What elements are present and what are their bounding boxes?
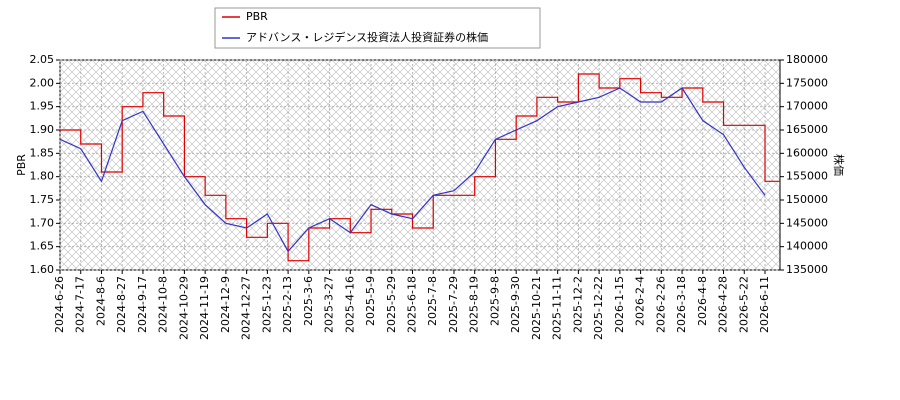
x-tick-label: 2024-8-6	[94, 276, 107, 326]
x-tick-label: 2025-11-11	[551, 276, 564, 340]
x-tick-label: 2024-10-8	[157, 276, 170, 333]
x-tick-label: 2025-10-21	[530, 276, 543, 340]
y2-tick-label: 165000	[786, 123, 828, 136]
x-tick-label: 2025-7-29	[447, 276, 460, 333]
x-tick-label: 2025-6-18	[406, 276, 419, 333]
y-tick-label: 1.70	[30, 216, 55, 229]
x-tick-label: 2024-11-19	[198, 276, 211, 340]
x-tick-label: 2025-5-9	[364, 276, 377, 326]
x-tick-label: 2024-9-17	[136, 276, 149, 333]
y2-tick-label: 140000	[786, 240, 828, 253]
y2-axis-label: 株価	[832, 154, 846, 176]
legend-label: PBR	[246, 10, 268, 23]
x-tick-label: 2024-12-27	[240, 276, 253, 340]
x-tick-label: 2024-10-29	[177, 276, 190, 340]
y-tick-label: 1.85	[30, 146, 55, 159]
x-tick-label: 2024-6-26	[53, 276, 66, 333]
x-tick-label: 2025-3-6	[302, 276, 315, 326]
x-tick-label: 2025-3-27	[323, 276, 336, 333]
y-tick-label: 1.90	[30, 123, 55, 136]
x-tick-label: 2025-9-8	[488, 276, 501, 326]
y2-tick-label: 170000	[786, 100, 828, 113]
x-tick-label: 2024-7-17	[74, 276, 87, 333]
y-tick-label: 1.95	[30, 100, 55, 113]
y-axis-label: PBR	[15, 154, 28, 176]
x-tick-label: 2025-9-30	[509, 276, 522, 333]
x-tick-label: 2025-12-2	[571, 276, 584, 333]
y-tick-label: 1.75	[30, 193, 55, 206]
x-tick-label: 2025-5-29	[385, 276, 398, 333]
x-tick-label: 2025-1-23	[260, 276, 273, 333]
legend	[214, 7, 541, 49]
x-tick-label: 2026-2-26	[654, 276, 667, 333]
y2-tick-label: 145000	[786, 216, 828, 229]
x-tick-label: 2026-5-22	[737, 276, 750, 333]
y-tick-label: 1.80	[30, 170, 55, 183]
y-tick-label: 1.65	[30, 240, 55, 253]
series-line	[60, 73, 780, 262]
y2-tick-label: 155000	[786, 170, 828, 183]
x-tick-label: 2025-2-13	[281, 276, 294, 333]
x-tick-label: 2025-4-16	[343, 276, 356, 333]
plot-background	[60, 60, 780, 270]
y2-tick-label: 175000	[786, 76, 828, 89]
y2-tick-label: 180000	[786, 53, 828, 66]
y-tick-label: 2.05	[30, 53, 55, 66]
y2-tick-label: 160000	[786, 146, 828, 159]
series-line	[59, 87, 766, 253]
y-tick-label: 1.60	[30, 263, 55, 276]
x-tick-label: 2026-4-28	[717, 276, 730, 333]
y2-tick-label: 150000	[786, 193, 828, 206]
x-tick-label: 2024-8-27	[115, 276, 128, 333]
x-tick-label: 2024-12-9	[219, 276, 232, 333]
x-tick-label: 2026-6-11	[758, 276, 771, 333]
x-tick-label: 2025-7-8	[426, 276, 439, 326]
legend-label: アドバンス・レジデンス投資法人投資証券の株価	[246, 30, 488, 44]
x-tick-label: 2025-8-19	[468, 276, 481, 333]
x-tick-label: 2026-4-8	[696, 276, 709, 326]
y-tick-label: 2.00	[30, 76, 55, 89]
x-tick-label: 2026-1-15	[613, 276, 626, 333]
x-tick-label: 2025-12-22	[592, 276, 605, 340]
y2-tick-label: 135000	[786, 263, 828, 276]
x-tick-label: 2026-2-4	[634, 276, 647, 326]
x-tick-label: 2026-3-18	[675, 276, 688, 333]
